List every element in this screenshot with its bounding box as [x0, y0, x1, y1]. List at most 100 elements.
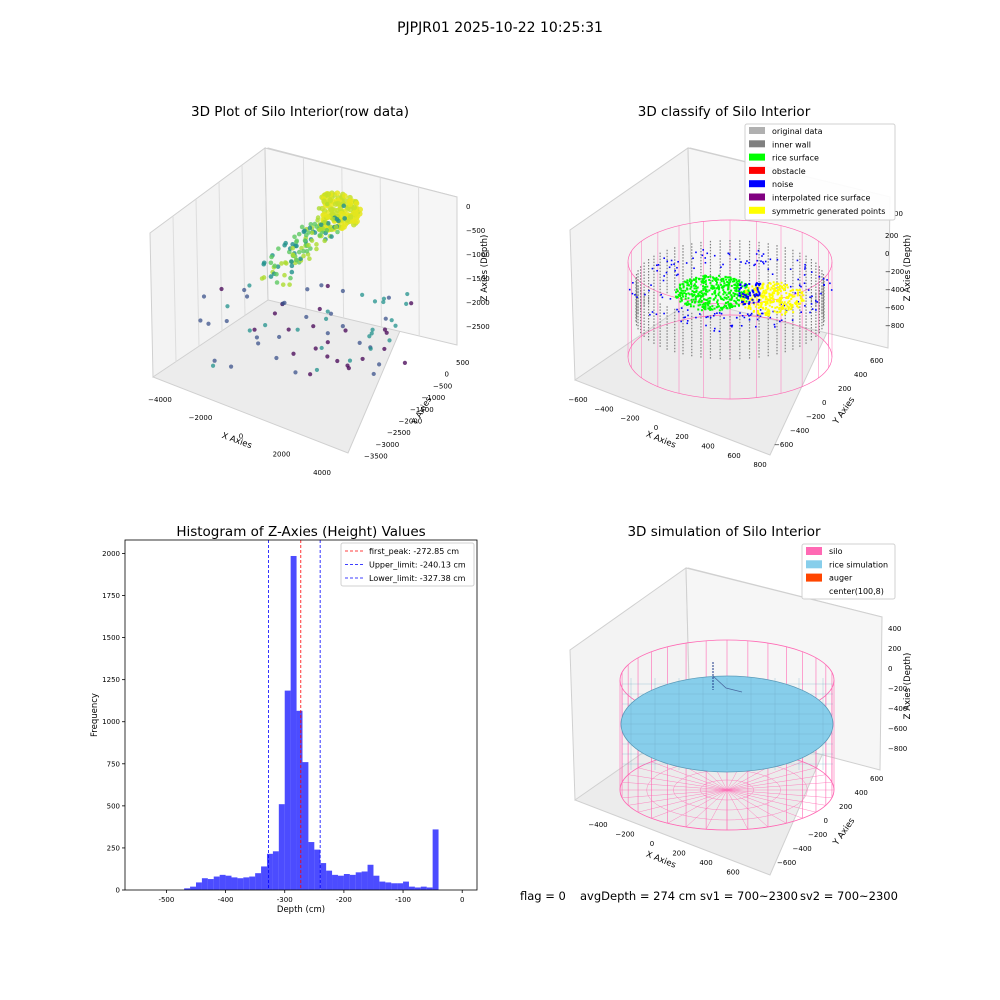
classify-symmetric-point — [790, 297, 793, 300]
raw-data-point — [314, 242, 319, 247]
classify-rice-surface-point — [681, 293, 684, 296]
classify-symmetric-point — [776, 286, 779, 289]
simulation-x-tick: 200 — [672, 850, 685, 858]
histogram-bar — [243, 877, 250, 890]
simulation-y-tick: −400 — [793, 845, 812, 853]
classify-symmetric-point — [778, 286, 781, 289]
classify-noise-point — [779, 320, 781, 323]
raw-data-point — [340, 288, 345, 294]
raw-data-point — [324, 201, 330, 207]
classify-noise-point — [760, 312, 763, 315]
raw-data-point — [347, 206, 354, 213]
histogram-bar — [195, 882, 202, 890]
classify-rice-surface-point — [716, 301, 719, 304]
classify-rice-surface-point — [711, 293, 714, 296]
classify-symmetric-point — [768, 310, 771, 313]
raw-data-point — [313, 346, 318, 351]
classify-noise-point — [670, 263, 673, 266]
classify-noise-point — [789, 268, 792, 270]
classify-symmetric-point — [771, 297, 774, 300]
simulation-legend-label: silo — [829, 547, 843, 556]
raw-data-point — [302, 238, 308, 243]
classify-symmetric-point — [772, 301, 775, 304]
raw-data-point — [314, 367, 320, 373]
classify-symmetric-point — [765, 313, 768, 316]
histogram-bar — [414, 887, 421, 890]
histogram-bar — [408, 886, 415, 890]
classify-symmetric-point — [740, 297, 743, 300]
raw-data-point — [309, 238, 315, 243]
histogram-bar — [314, 849, 321, 890]
classify-rice-surface-point — [693, 287, 696, 290]
classify-noise-point — [656, 269, 658, 272]
classify-noise-point — [723, 317, 725, 319]
classify-rice-surface-point — [705, 283, 708, 286]
raw-back-pane — [264, 147, 458, 346]
classify-symmetric-point — [787, 308, 790, 311]
histogram-bar — [219, 874, 226, 890]
raw-grid-line — [218, 181, 223, 331]
histogram-y-tick: 1000 — [102, 718, 120, 726]
classify-noise-point — [803, 274, 806, 276]
classify-symmetric-point — [801, 299, 804, 302]
classify-rice-surface-point — [734, 283, 737, 286]
histogram-y-tick: 2000 — [102, 550, 120, 558]
classify-rice-surface-point — [684, 295, 687, 298]
classify-symmetric-point — [771, 291, 774, 294]
classify-symmetric-point — [788, 292, 791, 295]
classify-rice-surface-point — [707, 302, 710, 305]
classify-noise-point — [818, 276, 821, 278]
raw-data-point — [317, 227, 322, 233]
classify-symmetric-point — [765, 291, 768, 294]
classify-rice-surface-point — [733, 293, 736, 296]
classify-rice-surface-point — [684, 297, 687, 300]
classify-y-tick: 200 — [838, 385, 851, 393]
classify-noise-point — [830, 289, 833, 291]
raw-data-point — [329, 234, 334, 239]
classify-rice-surface-point — [693, 301, 696, 304]
classify-rice-surface-point — [723, 296, 726, 299]
classify-noise-point — [796, 259, 799, 262]
classify-symmetric-point — [777, 293, 780, 296]
raw-data-point — [279, 261, 284, 266]
classify-rice-surface-point — [687, 302, 690, 305]
histogram-bar — [255, 873, 262, 890]
classify-x-tick: −200 — [620, 415, 639, 423]
classify-noise-point — [674, 269, 676, 272]
classify-symmetric-point — [777, 288, 780, 291]
histogram-bar — [225, 875, 232, 890]
histogram-bar — [343, 874, 350, 890]
classify-noise-point — [769, 316, 772, 319]
simulation-z-tick: 200 — [888, 645, 901, 653]
raw-data-point — [210, 363, 216, 368]
classify-rice-surface-point — [728, 306, 731, 309]
classify-noise-point — [718, 330, 721, 333]
classify-rice-surface-point — [702, 277, 705, 280]
classify-rice-surface-point — [712, 285, 715, 288]
classify-rice-surface-point — [708, 289, 711, 292]
classify-symmetric-point — [766, 302, 769, 305]
classify-rice-surface-point — [724, 291, 727, 294]
classify-rice-surface-point — [735, 281, 738, 284]
classify-symmetric-point — [769, 301, 772, 304]
classify-symmetric-point — [781, 307, 784, 310]
classify-symmetric-point — [745, 290, 748, 293]
classify-noise-point — [744, 283, 747, 286]
histogram-bar — [261, 866, 267, 890]
classify-y-tick: 0 — [822, 399, 826, 407]
classify-rice-surface-point — [716, 303, 719, 306]
classify-noise-point — [755, 282, 758, 285]
raw-data-point — [325, 221, 331, 226]
classify-rice-surface-point — [710, 287, 713, 290]
raw-data-point — [321, 211, 328, 218]
classify-rice-surface-point — [714, 296, 717, 299]
classify-symmetric-point — [790, 308, 793, 311]
classify-rice-surface-point — [707, 276, 710, 279]
classify-rice-surface-point — [697, 304, 700, 307]
classify-noise-point — [773, 323, 776, 326]
classify-rice-surface-point — [716, 281, 719, 284]
classify-noise-point — [756, 288, 759, 291]
classify-rice-surface-point — [708, 297, 711, 300]
classify-noise-point — [676, 308, 678, 311]
classify-symmetric-point — [795, 300, 798, 303]
